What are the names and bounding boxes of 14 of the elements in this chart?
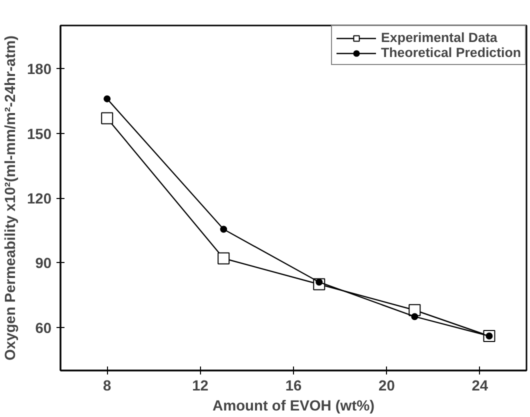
y-tick-label: 120 — [27, 192, 52, 208]
y-tick-label: 180 — [27, 62, 52, 78]
x-tick-label: 8 — [103, 378, 112, 394]
x-tick-label: 24 — [472, 378, 489, 394]
legend-label: Experimental Data — [381, 30, 498, 45]
x-tick-label: 12 — [192, 378, 208, 394]
legend-label: Theoretical Prediction — [381, 45, 521, 60]
y-tick-label: 90 — [35, 256, 52, 272]
y-tick-label: 60 — [35, 320, 52, 337]
x-tick-label: 16 — [285, 378, 302, 394]
y-axis-title: Oxygen Permeability x10²(ml-mm/m²-24hr-atm) — [3, 35, 20, 360]
x-axis-title: Amount of EVOH (wt%) — [212, 398, 375, 414]
y-tick-label: 150 — [27, 126, 52, 143]
x-tick-label: 20 — [378, 378, 395, 394]
